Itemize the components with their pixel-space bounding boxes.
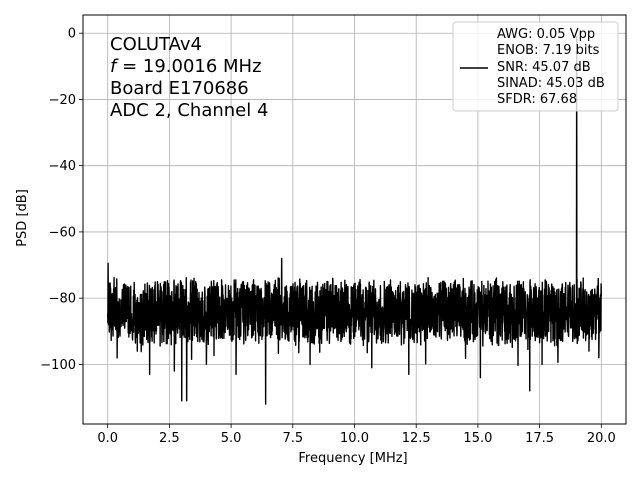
- annotation-frequency: f = 19.0016 MHz: [110, 56, 262, 77]
- legend-entry-enob: ENOB: 7.19 bits: [497, 43, 600, 58]
- legend-entry-snr: SNR: 45.07 dB: [497, 60, 591, 75]
- y-tick-label: 0: [68, 27, 76, 42]
- x-tick-label: 7.5: [282, 431, 303, 446]
- annotation-chip: COLUTAv4: [110, 34, 202, 55]
- legend: AWG: 0.05 Vpp ENOB: 7.19 bits SNR: 45.07…: [452, 21, 619, 112]
- x-tick-label: 17.5: [525, 431, 554, 446]
- legend-entry-sinad: SINAD: 45.03 dB: [497, 76, 605, 91]
- y-tick-label: −100: [40, 358, 76, 373]
- x-tick-label: 20.0: [587, 431, 616, 446]
- x-tick-label: 0.0: [97, 431, 118, 446]
- x-tick-label: 12.5: [402, 431, 431, 446]
- annotation-adc-channel: ADC 2, Channel 4: [110, 100, 268, 121]
- legend-entry-awg: AWG: 0.05 Vpp: [497, 27, 595, 42]
- y-tick-label: −60: [49, 225, 76, 240]
- tick-layer: 0.0 2.5 5.0 7.5 10.0 12.5 15.0 17.5 20.0 0 −20 −40 −…: [40, 27, 616, 446]
- x-tick-label: 2.5: [159, 431, 180, 446]
- x-tick-label: 15.0: [463, 431, 492, 446]
- x-axis-label: Frequency [MHz]: [298, 451, 407, 466]
- y-tick-label: −40: [49, 159, 76, 174]
- psd-series-line: [106, 35, 603, 405]
- legend-box: [452, 21, 619, 112]
- series-layer: [106, 35, 603, 405]
- legend-entry-sfdr: SFDR: 67.68: [497, 92, 577, 107]
- y-tick-label: −80: [49, 292, 76, 307]
- annotation-board: Board E170686: [110, 78, 249, 99]
- annotation-block: COLUTAv4 f = 19.0016 MHz Board E170686 A…: [110, 34, 268, 121]
- x-tick-label: 10.0: [340, 431, 369, 446]
- y-tick-label: −20: [49, 93, 76, 108]
- y-axis-label: PSD [dB]: [15, 189, 30, 247]
- x-tick-label: 5.0: [221, 431, 242, 446]
